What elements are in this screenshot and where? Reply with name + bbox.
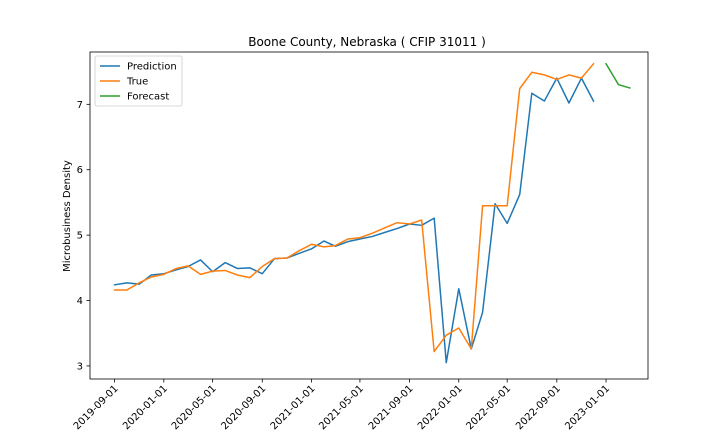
y-axis-label: Microbusiness Density bbox=[62, 160, 73, 272]
plot-lines bbox=[113, 62, 631, 364]
y-tick-label: 6 bbox=[77, 165, 83, 176]
chart-title: Boone County, Nebraska ( CFIP 31011 ) bbox=[248, 35, 486, 49]
y-axis: 3 4 5 6 7 bbox=[77, 100, 90, 372]
y-tick-label: 5 bbox=[77, 231, 83, 242]
legend-label-prediction: Prediction bbox=[127, 62, 177, 73]
series-line-true bbox=[113, 62, 595, 353]
y-tick-label: 7 bbox=[77, 100, 83, 111]
series-line-prediction bbox=[113, 77, 595, 364]
legend: Prediction True Forecast bbox=[94, 55, 183, 107]
y-tick-label: 4 bbox=[77, 296, 83, 307]
legend-label-true: True bbox=[126, 77, 148, 88]
legend-box bbox=[94, 55, 183, 107]
y-tick-label: 3 bbox=[77, 361, 83, 372]
series-line-forecast bbox=[605, 62, 631, 89]
legend-label-forecast: Forecast bbox=[127, 92, 169, 103]
plot-area-frame bbox=[89, 51, 649, 380]
